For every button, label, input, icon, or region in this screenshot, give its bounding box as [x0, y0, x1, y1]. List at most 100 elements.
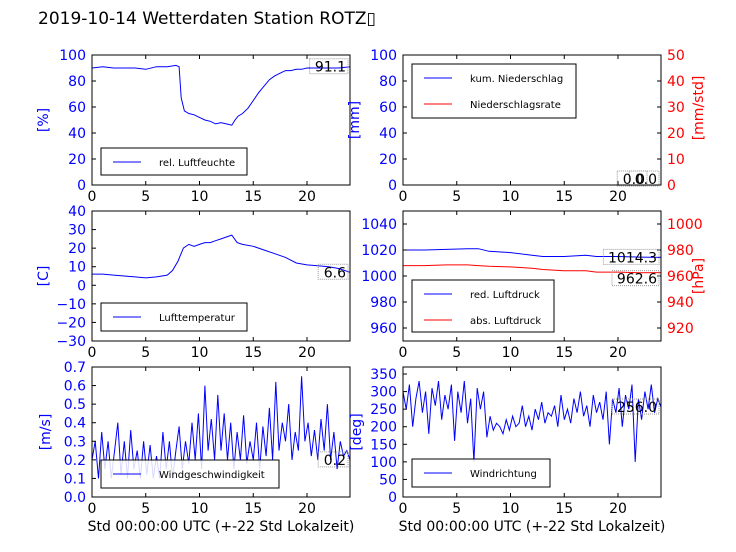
precip-y2tick-label: 0	[667, 178, 676, 194]
humidity-xtick-label: 15	[244, 189, 262, 205]
pressure-legend-label-1: abs. Luftdruck	[470, 316, 541, 327]
wind-ytick-label: 0.4	[64, 416, 86, 432]
wind-ytick-label: 0.5	[64, 397, 86, 413]
precip-y2tick-label: 30	[667, 100, 685, 116]
temp-xtick-label: 20	[298, 345, 316, 361]
precip-xtick-label: 15	[555, 189, 573, 205]
pressure-last-value: 1014.3	[608, 250, 657, 266]
pressure-ytick-label: 1020	[361, 243, 397, 259]
humidity-last-value: 91.1	[315, 60, 346, 76]
temp-ytick-label: −20	[56, 315, 86, 331]
pressure-xtick-label: 20	[609, 345, 627, 361]
wind-ytick-label: 0.3	[64, 434, 86, 450]
wind-ytick-label: 0.0	[64, 490, 86, 506]
winddir-ytick-label: 250	[370, 402, 397, 418]
pressure-series-0-line	[403, 248, 662, 258]
precip-ytick-label: 60	[379, 100, 397, 116]
temp-plot-frame	[91, 210, 351, 342]
wind-ytick-label: 0.7	[64, 360, 86, 376]
temp-ytick-label: 0	[77, 278, 86, 294]
precip-legend-label-0: kum. Niederschlag	[470, 74, 563, 85]
winddir-legend-label-0: Windrichtung	[470, 469, 537, 480]
pressure-y2tick-label: 1000	[667, 217, 703, 233]
temp-ytick-label: 40	[68, 204, 86, 220]
temp-last-value: 6.6	[324, 265, 346, 281]
wind-ylabel: [m/s]	[38, 414, 54, 451]
precip-y2tick-label: 10	[667, 152, 685, 168]
precip-ylabel: [mm]	[347, 101, 363, 139]
pressure-y2tick-label: 960	[667, 269, 694, 285]
precip-legend	[411, 63, 577, 119]
precip-xtick-label: 20	[609, 189, 627, 205]
wind-xtick-label: 0	[88, 501, 97, 517]
precip-xtick-label: 10	[502, 189, 520, 205]
precip-xtick-label: 5	[452, 189, 461, 205]
precip-last-value2-box	[616, 170, 648, 187]
humidity-xtick-label: 0	[88, 189, 97, 205]
precip-xtick-label: 0	[399, 189, 408, 205]
temp-xtick-label: 10	[191, 345, 209, 361]
humidity-series-0-line	[91, 64, 351, 126]
humidity-plot-frame	[91, 54, 351, 186]
figure-title: 2019-10-14 Wetterdaten Station ROTZ▯	[38, 9, 376, 29]
pressure-ytick-label: 960	[370, 321, 397, 337]
wind-xtick-label: 20	[298, 501, 316, 517]
temp-legend-label-0: Lufttemperatur	[159, 313, 236, 324]
winddir-last-value: 256.0	[617, 400, 657, 416]
wind-plot-frame	[91, 366, 351, 498]
humidity-ytick-label: 80	[68, 74, 86, 90]
winddir-series-0-line	[402, 381, 662, 462]
precip-y2tick-label: 40	[667, 74, 685, 90]
temp-ytick-label: −30	[56, 334, 86, 350]
humidity-ytick-label: 0	[77, 178, 86, 194]
temp-xtick-label: 0	[88, 345, 97, 361]
precip-y2label: [mm/std]	[691, 76, 707, 141]
pressure-xtick-label: 10	[502, 345, 520, 361]
precip-ytick-label: 40	[379, 126, 397, 142]
precip-plot-frame	[402, 54, 662, 186]
pressure-y2label: [hPa]	[691, 258, 707, 294]
wind-ytick-label: 0.1	[64, 471, 86, 487]
wind-ytick-label: 0.2	[64, 453, 86, 469]
precip-last-value2: 0.0	[623, 172, 645, 188]
pressure-ytick-label: 1000	[361, 269, 397, 285]
pressure-y2tick-label: 940	[667, 295, 694, 311]
winddir-xtick-label: 20	[609, 501, 627, 517]
temp-series-0-line	[92, 234, 351, 279]
winddir-ytick-label: 0	[388, 490, 397, 506]
pressure-y2tick-label: 920	[667, 321, 694, 337]
humidity-xtick-label: 20	[298, 189, 316, 205]
winddir-ytick-label: 50	[379, 472, 397, 488]
pressure-xtick-label: 5	[452, 345, 461, 361]
precip-legend-label-1: Niederschlagsrate	[470, 100, 561, 111]
humidity-ytick-label: 100	[59, 48, 86, 64]
precip-ytick-label: 20	[379, 152, 397, 168]
wind-ytick-label: 0.6	[64, 379, 86, 395]
winddir-last-value-box	[611, 398, 660, 415]
temp-ytick-label: −10	[56, 297, 86, 313]
wind-legend-label-0: Windgeschwindigkeit	[159, 470, 265, 481]
pressure-xtick-label: 15	[555, 345, 573, 361]
humidity-ytick-label: 40	[68, 126, 86, 142]
precip-last-value: 0.0	[635, 172, 657, 188]
precip-ytick-label: 0	[388, 178, 397, 194]
winddir-plot-frame	[402, 366, 662, 498]
temp-last-value-box	[317, 263, 349, 280]
winddir-xlabel: Std 00:00:00 UTC (+-22 Std Lokalzeit)	[399, 519, 666, 535]
winddir-ytick-label: 300	[370, 385, 397, 401]
pressure-legend-label-0: red. Luftdruck	[470, 290, 540, 301]
winddir-ytick-label: 100	[370, 455, 397, 471]
humidity-ylabel: [%]	[36, 108, 52, 132]
pressure-legend	[411, 279, 555, 333]
wind-last-value-box	[317, 451, 349, 468]
pressure-y2tick-label: 980	[667, 243, 694, 259]
pressure-xtick-label: 0	[399, 345, 408, 361]
humidity-xtick-label: 10	[191, 189, 209, 205]
humidity-ytick-label: 20	[68, 152, 86, 168]
wind-xtick-label: 15	[244, 501, 262, 517]
wind-xlabel: Std 00:00:00 UTC (+-22 Std Lokalzeit)	[88, 519, 355, 535]
precip-y2tick-label: 20	[667, 126, 685, 142]
temp-xtick-label: 5	[141, 345, 150, 361]
precip-ytick-label: 100	[370, 48, 397, 64]
